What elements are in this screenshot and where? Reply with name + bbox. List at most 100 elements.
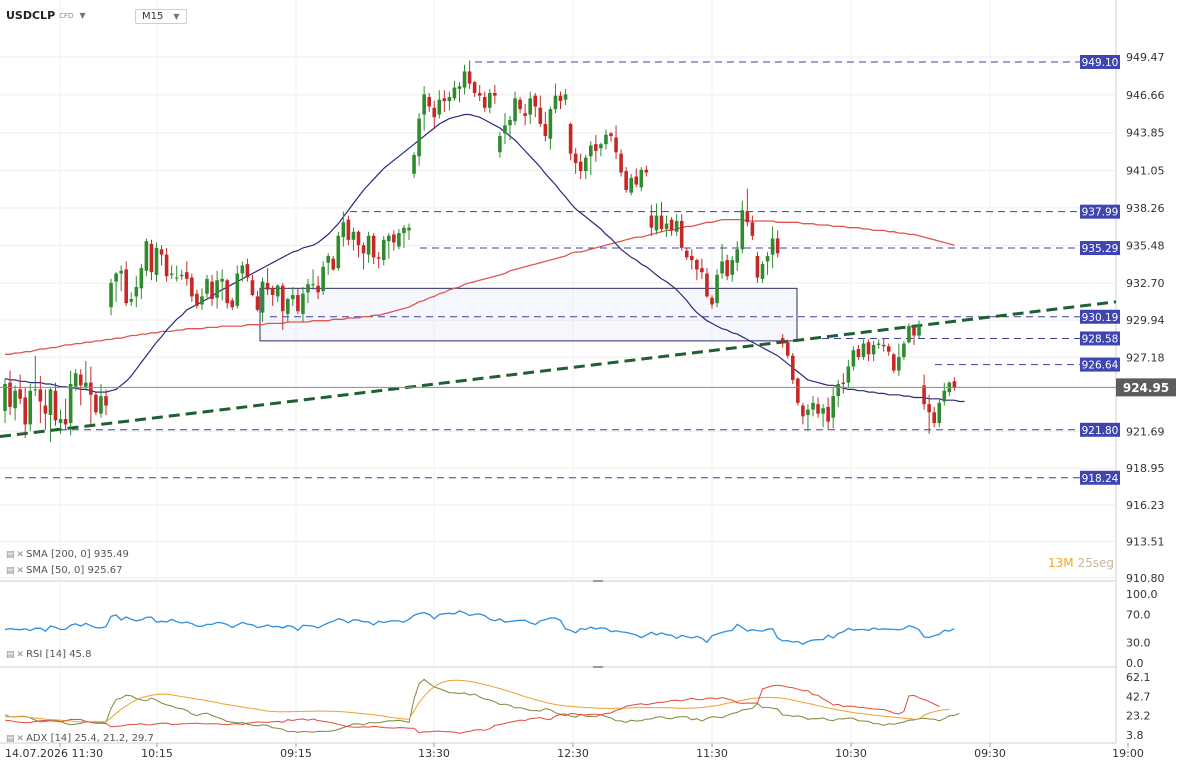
candle-body: [200, 296, 204, 305]
close-icon[interactable]: ✕: [16, 649, 24, 660]
level-label: 928.58: [1082, 333, 1119, 345]
legend-adx[interactable]: ▤ ✕ ADX [14] 25.4, 21.2, 29.7: [6, 733, 154, 744]
symbol-name[interactable]: USDCLP: [6, 9, 56, 22]
candle-body: [442, 98, 447, 102]
candle-body: [432, 107, 437, 118]
level-label-bg: [1080, 357, 1120, 372]
candle-body: [99, 396, 103, 414]
candle-body: [482, 97, 487, 108]
rsi-tick-label: 0.0: [1126, 657, 1144, 670]
candle-body: [275, 285, 280, 297]
candle-body: [230, 300, 235, 308]
price-tick-label: 927.18: [1126, 351, 1165, 364]
candle-body: [331, 258, 336, 270]
timeframe-selector[interactable]: M15 ▼: [135, 9, 187, 24]
chevron-down-icon[interactable]: ▼: [79, 11, 86, 20]
candle-body: [679, 220, 684, 248]
candle-body: [937, 402, 942, 424]
adx-tick-label: 23.2: [1126, 710, 1151, 723]
settings-icon[interactable]: ▤: [6, 649, 14, 660]
candle-body: [78, 374, 83, 386]
candle-body: [735, 249, 740, 263]
legend-label: SMA [50, 0] 925.67: [26, 565, 123, 576]
candle-body: [922, 385, 926, 405]
sma200-line: [5, 218, 955, 355]
candle-body: [94, 394, 98, 413]
candle-body: [568, 123, 573, 154]
current-price-label-bg: [1116, 378, 1176, 397]
candle-body: [48, 389, 53, 415]
countdown-minutes-unit: M: [1063, 556, 1074, 570]
candle-body: [619, 153, 623, 173]
countdown-seconds-unit: seg: [1092, 556, 1115, 570]
candle-body: [639, 169, 644, 188]
time-tick-label: 14.07.2026 11:30: [5, 747, 103, 760]
candle-body: [780, 338, 785, 341]
adx-tick-label: 62.1: [1126, 671, 1151, 684]
candle-body: [599, 144, 603, 149]
level-label-bg: [1080, 422, 1120, 437]
price-tick-label: 943.85: [1126, 127, 1165, 140]
level-label: 930.19: [1082, 312, 1119, 324]
settings-icon[interactable]: ▤: [6, 565, 14, 576]
legend-sma50[interactable]: ▤ ✕ SMA [50, 0] 925.67: [6, 565, 122, 576]
candle-body: [806, 409, 810, 415]
candle-body: [361, 245, 366, 254]
candle-body: [472, 82, 477, 93]
support-zone[interactable]: [259, 287, 798, 342]
candle-body: [553, 95, 558, 110]
candle-body: [250, 280, 255, 296]
candle-body: [366, 235, 371, 255]
candle-body: [73, 373, 78, 387]
settings-icon[interactable]: ▤: [6, 549, 14, 560]
candle-body: [775, 238, 780, 254]
candles: [3, 60, 957, 442]
legend-rsi[interactable]: ▤ ✕ RSI [14] 45.8: [6, 649, 91, 660]
candle-body: [669, 219, 674, 231]
candle-body: [392, 234, 396, 243]
level-lines[interactable]: [5, 61, 1116, 479]
candle-body: [573, 153, 578, 164]
legend-sma200[interactable]: ▤ ✕ SMA [200, 0] 935.49: [6, 549, 129, 560]
level-labels: 949.10 937.99 935.29 930.19 928.58 926.64 921.…: [1080, 54, 1176, 485]
close-icon[interactable]: ✕: [16, 565, 24, 576]
candle-body: [856, 348, 861, 358]
candle-body: [892, 354, 896, 371]
candle-body: [558, 95, 563, 102]
candle-body: [84, 382, 88, 387]
candle-body: [28, 390, 33, 425]
symbol-selector[interactable]: USDCLP CFD ▼: [6, 9, 86, 22]
candle-body: [614, 137, 618, 153]
candle-body: [604, 134, 608, 145]
level-label: 937.99: [1082, 207, 1119, 219]
candle-body: [356, 231, 361, 246]
candle-body: [841, 382, 846, 384]
candle-body: [210, 281, 214, 300]
candle-body: [811, 402, 815, 410]
candle-body: [185, 272, 189, 279]
candle-body: [917, 324, 921, 336]
candle-body: [190, 277, 194, 297]
candle-body: [720, 261, 724, 274]
chevron-down-icon[interactable]: ▼: [173, 12, 180, 21]
price-tick-label: 946.66: [1126, 89, 1165, 102]
settings-icon[interactable]: ▤: [6, 733, 14, 744]
candle-body: [684, 250, 689, 258]
candle-body: [311, 284, 315, 286]
price-tick-label: 949.47: [1126, 51, 1165, 64]
trend-line[interactable]: [0, 300, 1117, 439]
candle-body: [518, 99, 522, 110]
candle-body: [644, 169, 649, 173]
timeframe-value: M15: [142, 11, 164, 22]
candle-body: [58, 419, 63, 424]
close-icon[interactable]: ✕: [16, 549, 24, 560]
level-label: 921.80: [1082, 425, 1119, 437]
candle-body: [447, 97, 452, 102]
time-tick-label: 11:30: [696, 747, 728, 760]
candle-body: [245, 264, 250, 278]
candle-body: [690, 255, 694, 261]
candle-body: [139, 268, 144, 289]
price-tick-label: 938.26: [1126, 202, 1165, 215]
close-icon[interactable]: ✕: [16, 733, 24, 744]
